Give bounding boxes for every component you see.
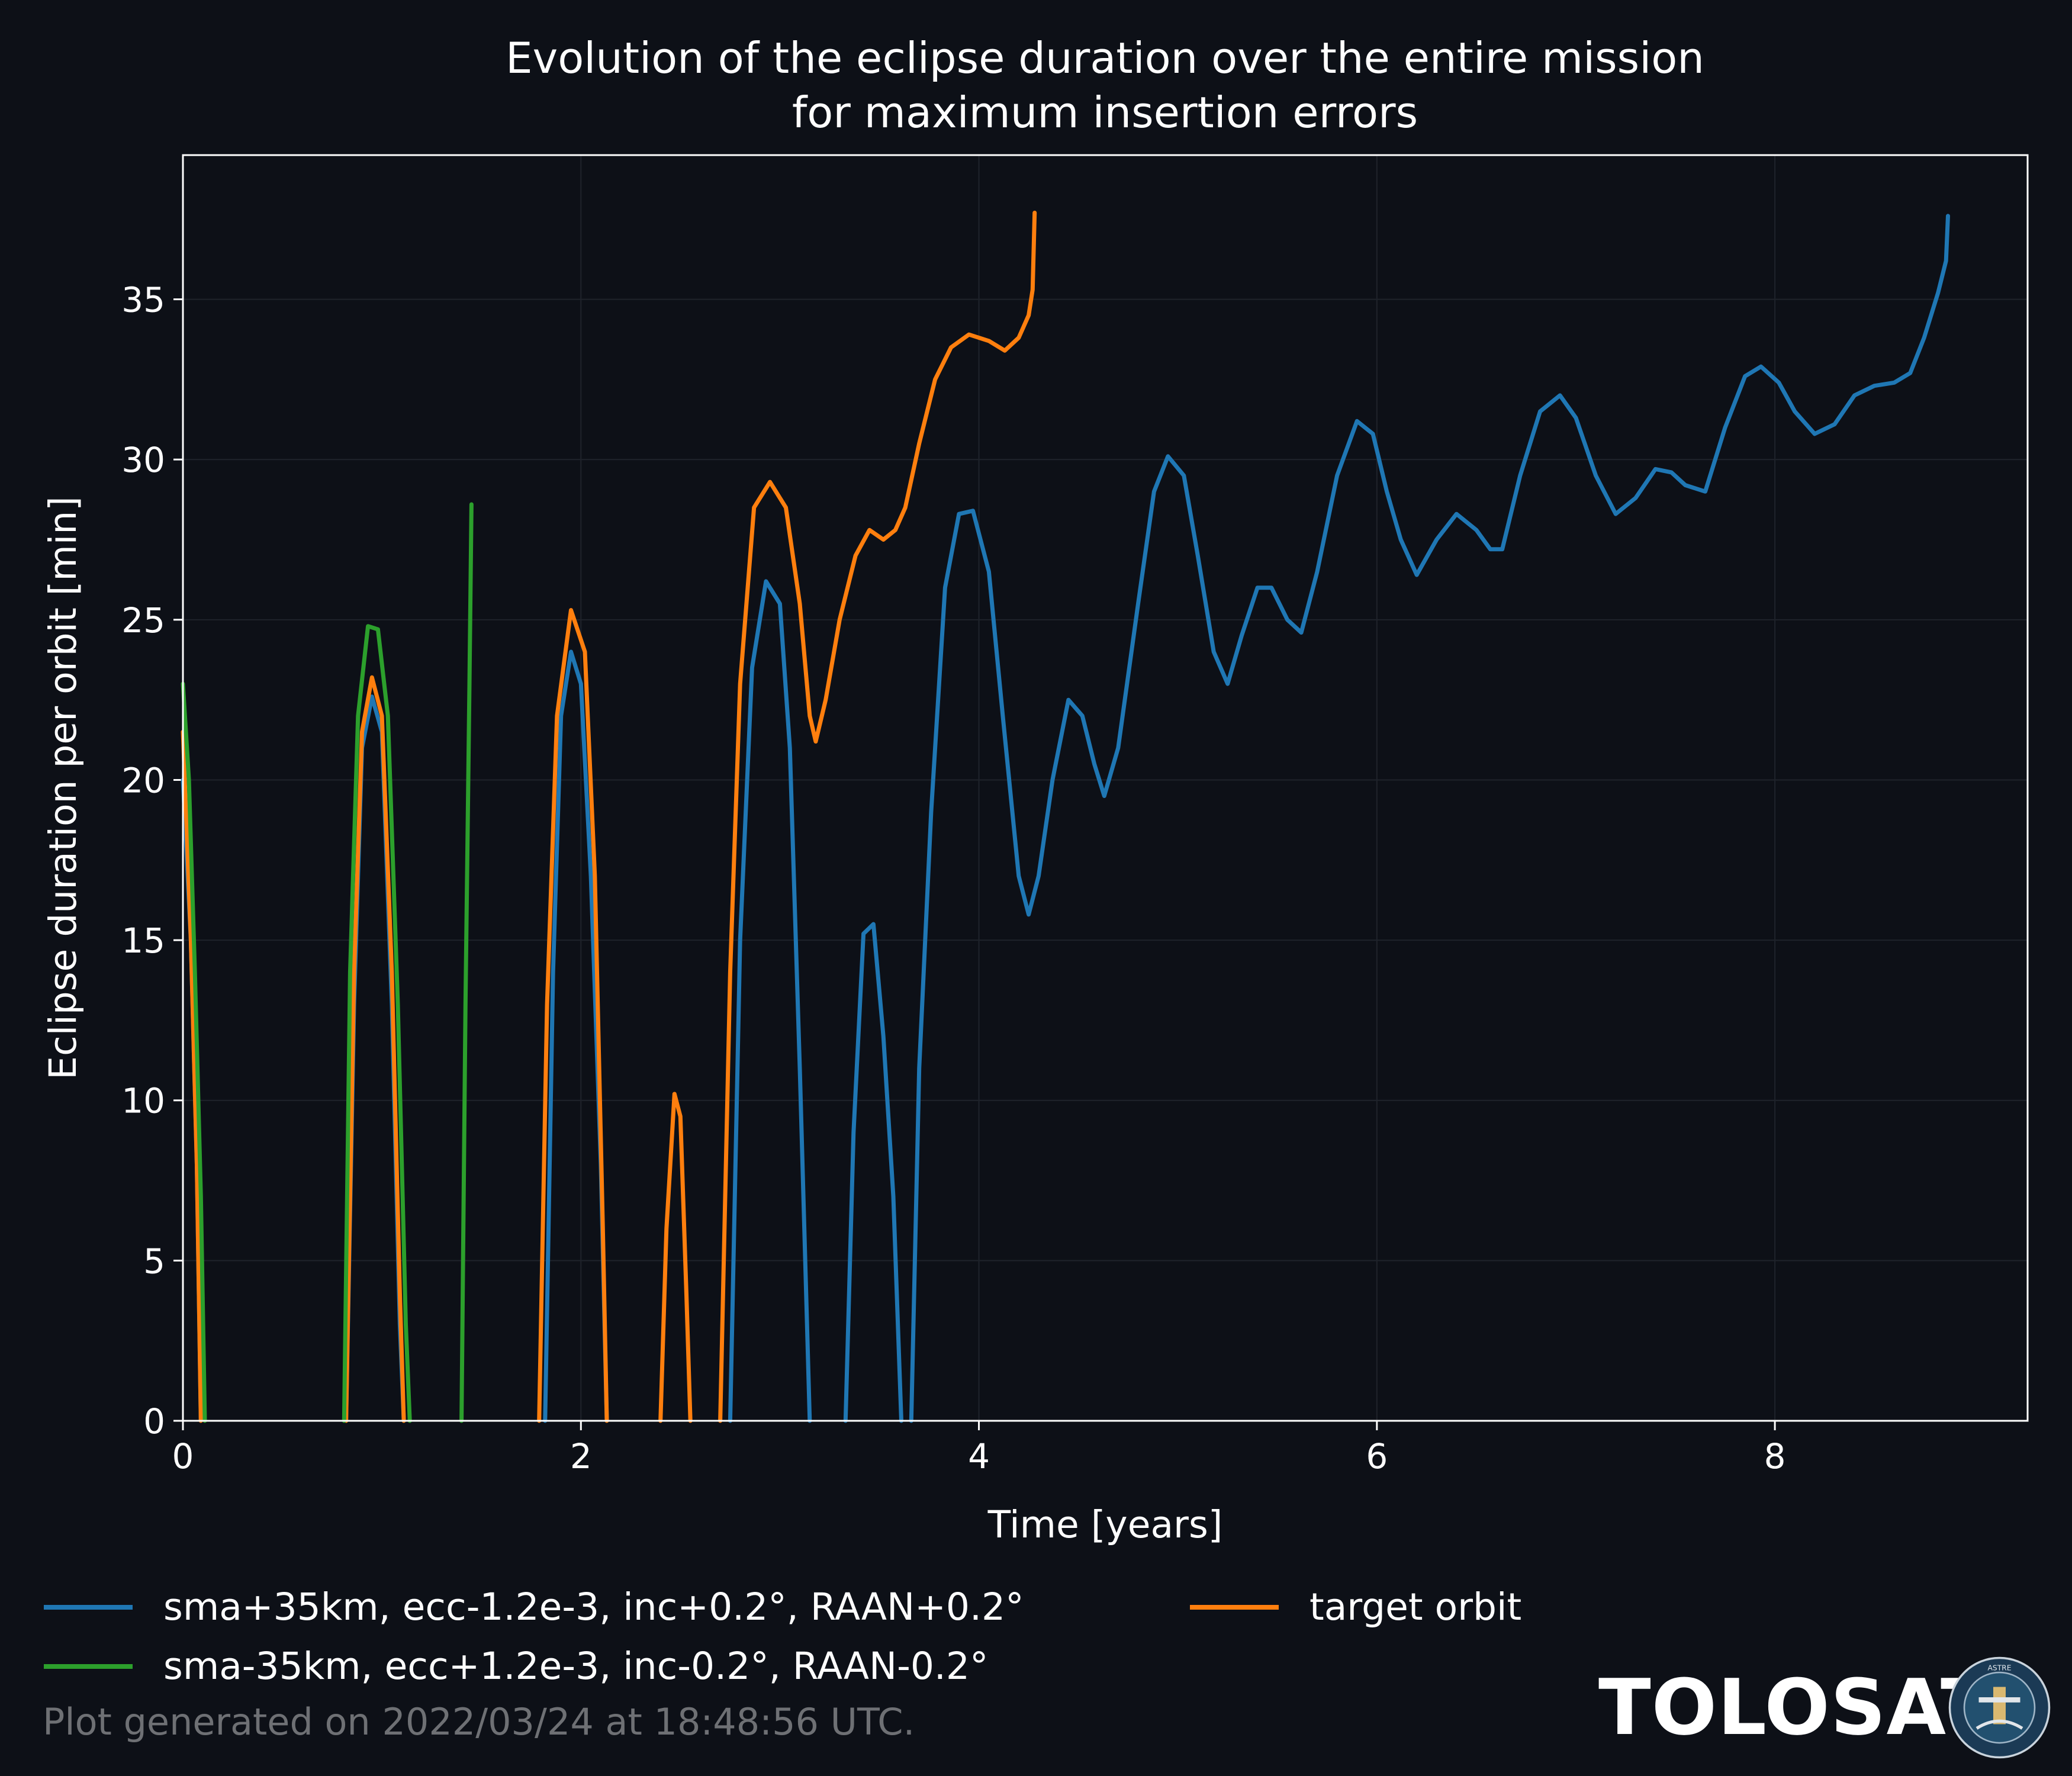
brand-name: TOLOSAT (1598, 1662, 1994, 1752)
x-tick-label: 6 (1366, 1436, 1388, 1476)
x-tick-label: 2 (570, 1436, 592, 1476)
x-axis-label: Time [years] (987, 1503, 1223, 1546)
x-tick-label: 0 (172, 1436, 194, 1476)
series-line-1 (658, 1092, 693, 1423)
y-tick-label: 10 (121, 1081, 165, 1121)
series-line-1 (344, 675, 406, 1423)
series-line-2 (459, 502, 474, 1423)
legend-label-green: sma-35km, ecc+1.2e-3, inc-0.2°, RAAN-0.2… (163, 1645, 989, 1688)
generated-timestamp: Plot generated on 2022/03/24 at 18:48:56… (43, 1700, 915, 1743)
y-tick-label: 5 (143, 1241, 165, 1281)
y-tick-label: 35 (121, 280, 165, 320)
series-line-1 (537, 608, 609, 1423)
series-line-0 (843, 922, 903, 1423)
legend-item-orange: target orbit (1190, 1585, 1521, 1629)
legend-swatch-blue (44, 1604, 133, 1610)
series-line-1 (718, 210, 1037, 1423)
logo-text: ASTRE (1988, 1664, 2012, 1672)
legend-swatch-orange (1190, 1604, 1279, 1610)
legend-label-blue: sma+35km, ecc-1.2e-3, inc+0.2°, RAAN+0.2… (163, 1585, 1024, 1629)
y-tick-label: 0 (143, 1401, 165, 1442)
y-axis-label: Eclipse duration per orbit [min] (41, 496, 85, 1079)
series-line-0 (909, 214, 1950, 1423)
x-tick-label: 4 (968, 1436, 990, 1476)
series-line-0 (728, 579, 812, 1423)
x-tick-label: 8 (1764, 1436, 1786, 1476)
chart-subtitle: for maximum insertion errors (792, 88, 1418, 137)
legend-item-green: sma-35km, ecc+1.2e-3, inc-0.2°, RAAN-0.2… (44, 1645, 989, 1688)
plot-frame (182, 154, 2029, 1422)
tolosat-logo-icon: ASTRE (1948, 1656, 2051, 1759)
series-line-1 (181, 729, 203, 1423)
chart-title: Evolution of the eclipse duration over t… (506, 33, 1704, 83)
y-tick-label: 15 (121, 921, 165, 961)
y-tick-label: 25 (121, 600, 165, 641)
legend-label-orange: target orbit (1310, 1585, 1522, 1629)
legend-item-blue: sma+35km, ecc-1.2e-3, inc+0.2°, RAAN+0.2… (44, 1585, 1024, 1629)
series-line-2 (181, 681, 207, 1423)
legend-swatch-green (44, 1664, 133, 1669)
series-line-2 (342, 624, 412, 1423)
y-tick-label: 30 (121, 440, 165, 480)
y-tick-label: 20 (121, 760, 165, 800)
